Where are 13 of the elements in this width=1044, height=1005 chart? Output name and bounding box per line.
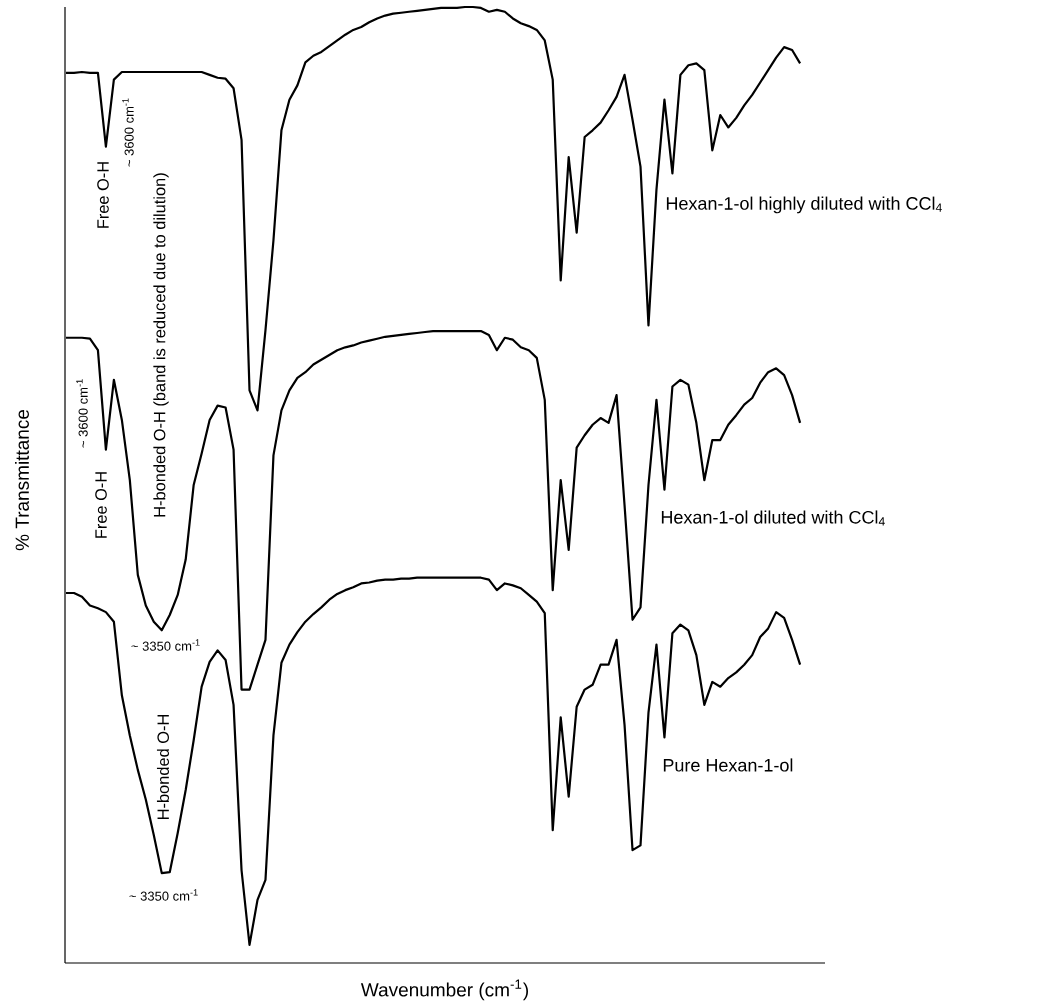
annotation: H-bonded O-H (band is reduced due to dilution) — [153, 173, 169, 517]
annotation: ~ 3350 cm$^{-1}$ — [129, 889, 198, 901]
annotation: H-bonded O-H — [156, 715, 169, 819]
series-label: Hexan-1-ol highly diluted with CCl$_{4}$ — [666, 196, 942, 214]
y-axis-title: % Transmittance — [15, 409, 29, 551]
annotation: Free O-H — [95, 472, 107, 538]
x-axis-title: Wavenumber (cm$^{-1}$) — [360, 979, 529, 1001]
annotation: ~ 3600 cm$^{-1}$ — [122, 98, 134, 167]
annotation: ~ 3600 cm$^{-1}$ — [76, 379, 88, 448]
annotation: ~ 3350 cm$^{-1}$ — [131, 639, 200, 651]
annotation: Free O-H — [97, 162, 109, 228]
series-label: Pure Hexan-1-ol — [663, 758, 793, 772]
series-label: Hexan-1-ol diluted with CCl$_{4}$ — [661, 510, 885, 526]
